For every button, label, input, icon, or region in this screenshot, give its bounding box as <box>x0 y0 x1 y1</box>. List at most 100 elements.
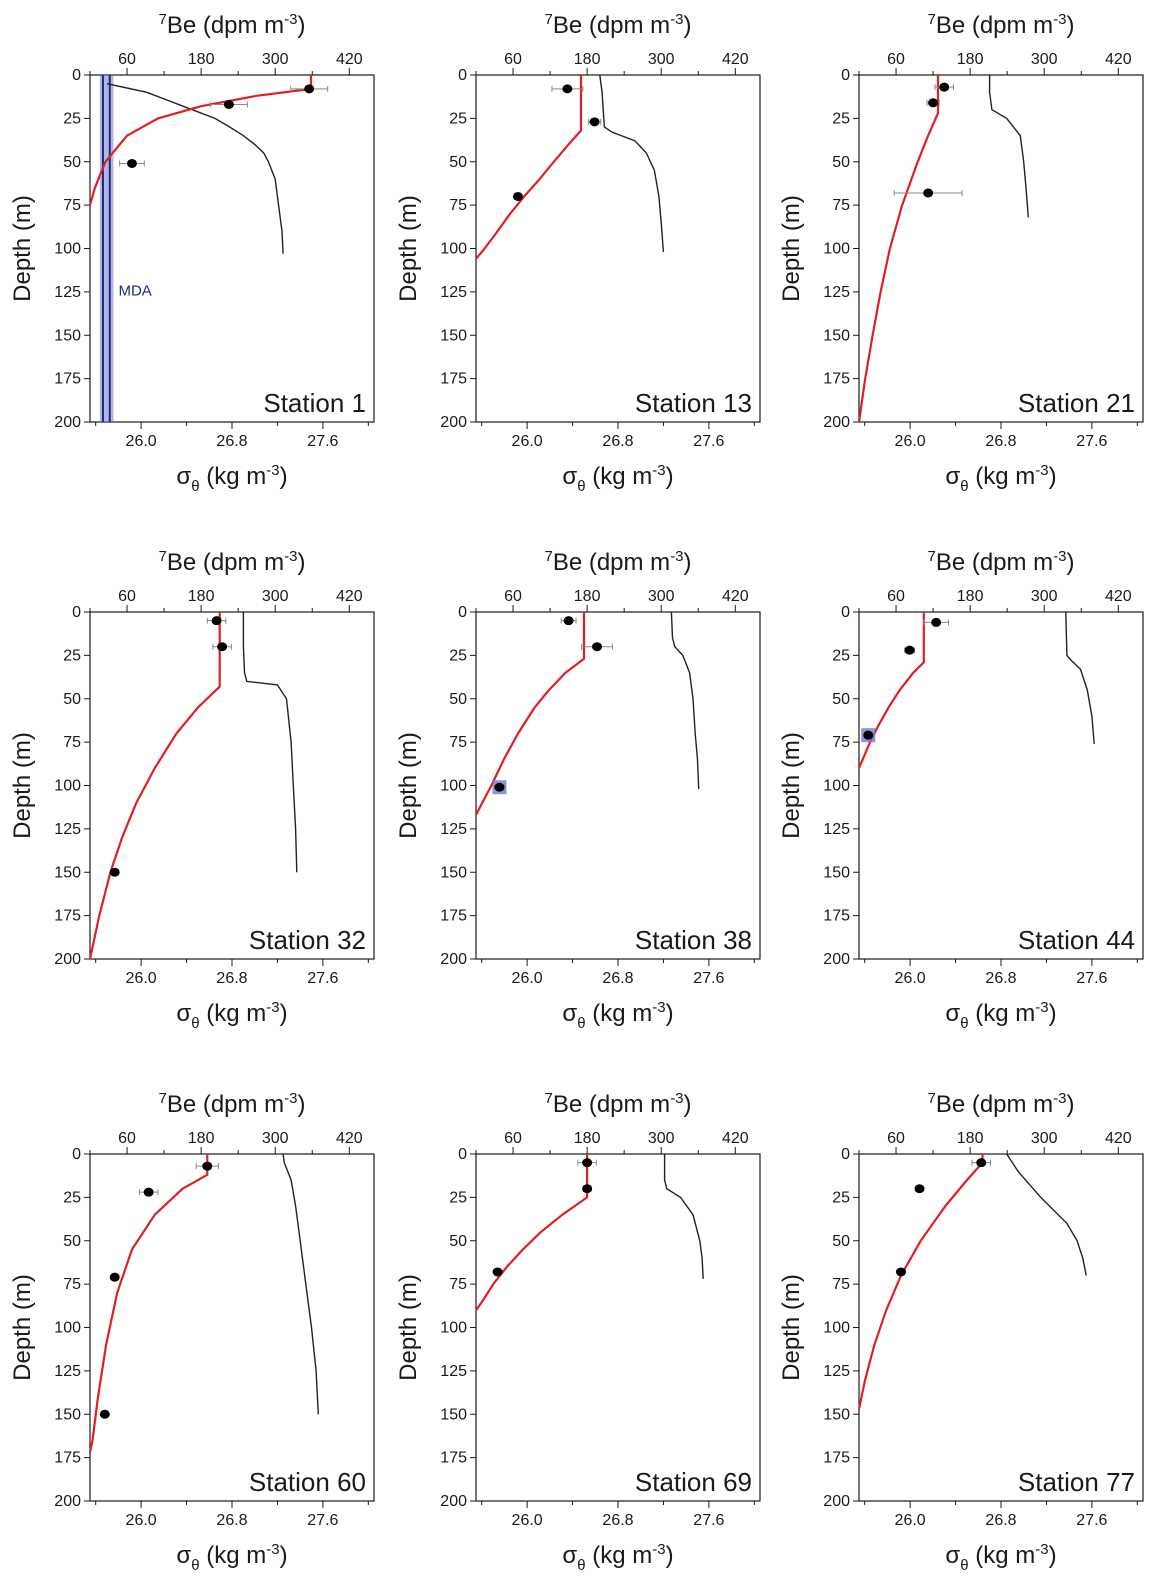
top-tick-label: 180 <box>574 588 601 605</box>
left-tick-label: 150 <box>440 864 467 881</box>
left-tick-label: 0 <box>72 604 81 621</box>
be7-model-curve <box>857 1154 984 1410</box>
top-tick-label: 180 <box>957 51 984 68</box>
left-tick-label: 75 <box>449 1276 467 1293</box>
density-profile-line <box>282 1153 319 1415</box>
left-tick-label: 0 <box>458 1146 467 1163</box>
density-profile-line <box>670 611 700 790</box>
left-tick-label: 150 <box>54 1406 81 1423</box>
left-tick-label: 100 <box>823 778 850 795</box>
be7-data-point <box>109 1272 120 1282</box>
left-tick-label: 25 <box>832 1189 850 1206</box>
be7-data-point <box>126 158 137 168</box>
left-axis-title: Depth (m) <box>9 732 36 839</box>
left-tick-label: 25 <box>449 647 467 664</box>
panel-station-21: 60 180 300 420 0 25 50 75 100 125 150 175 200 26.0 26.… <box>778 11 1144 495</box>
top-axis-title: 7Be (dpm m-3) <box>927 11 1074 39</box>
station-label: Station 32 <box>249 925 366 955</box>
left-tick-label: 50 <box>63 154 81 171</box>
left-tick-label: 175 <box>440 1450 467 1467</box>
bottom-tick-label: 26.8 <box>602 1512 633 1529</box>
left-tick-label: 100 <box>440 241 467 258</box>
station-label: Station 77 <box>1018 1467 1135 1497</box>
top-tick-label: 420 <box>722 51 749 68</box>
left-tick-label: 100 <box>54 1320 81 1337</box>
density-profile-line <box>599 74 665 253</box>
be7-model-curve <box>475 75 583 260</box>
top-tick-label: 60 <box>118 1130 136 1147</box>
left-tick-label: 125 <box>54 821 81 838</box>
top-tick-label: 60 <box>504 588 522 605</box>
bottom-axis-title: σθ (kg m-3) <box>562 1541 673 1574</box>
top-tick-label: 420 <box>1105 1130 1132 1147</box>
left-tick-label: 150 <box>440 1406 467 1423</box>
plot-frame <box>475 74 761 423</box>
bottom-tick-label: 27.6 <box>1076 433 1107 450</box>
left-tick-label: 200 <box>823 414 850 431</box>
left-tick-label: 175 <box>440 371 467 388</box>
left-tick-label: 0 <box>841 1146 850 1163</box>
bottom-tick-label: 27.6 <box>307 1512 338 1529</box>
top-axis-title: 7Be (dpm m-3) <box>158 1090 305 1118</box>
left-tick-label: 200 <box>54 1493 81 1510</box>
top-tick-label: 60 <box>887 1130 905 1147</box>
left-tick-label: 200 <box>823 951 850 968</box>
left-tick-label: 175 <box>823 908 850 925</box>
left-axis-title: Depth (m) <box>778 1274 805 1381</box>
top-axis-title: 7Be (dpm m-3) <box>927 1090 1074 1118</box>
bottom-tick-label: 27.6 <box>307 970 338 987</box>
left-tick-label: 125 <box>440 821 467 838</box>
top-tick-label: 180 <box>574 1130 601 1147</box>
left-tick-label: 75 <box>449 197 467 214</box>
plot-frame <box>858 611 1144 960</box>
left-tick-label: 0 <box>458 604 467 621</box>
bottom-axis-title: σθ (kg m-3) <box>562 999 673 1032</box>
panel-station-13: 60 180 300 420 0 25 50 75 100 125 150 175 200 26.0 26.… <box>395 11 761 495</box>
top-tick-label: 60 <box>118 588 136 605</box>
bottom-tick-label: 26.0 <box>126 970 157 987</box>
density-profile-line <box>1065 611 1095 744</box>
left-tick-label: 175 <box>54 1450 81 1467</box>
left-tick-label: 0 <box>458 67 467 84</box>
bottom-tick-label: 26.0 <box>512 433 543 450</box>
left-tick-label: 100 <box>54 241 81 258</box>
be7-data-point <box>931 617 942 627</box>
density-profile-line <box>242 612 298 873</box>
left-tick-label: 150 <box>823 864 850 881</box>
be7-data-point <box>211 616 222 626</box>
left-tick-label: 0 <box>72 67 81 84</box>
bottom-tick-label: 27.6 <box>307 433 338 450</box>
be7-model-curve <box>475 1154 589 1311</box>
panel-station-38: 60 180 300 420 0 25 50 75 100 125 150 175 200 26.0 26.… <box>395 548 761 1032</box>
top-tick-label: 180 <box>957 588 984 605</box>
top-axis-title: 7Be (dpm m-3) <box>158 11 305 39</box>
be7-data-point <box>512 191 523 201</box>
top-tick-label: 300 <box>262 1130 289 1147</box>
bottom-tick-label: 27.6 <box>693 433 724 450</box>
left-tick-label: 175 <box>823 1450 850 1467</box>
left-tick-label: 200 <box>440 951 467 968</box>
station-label: Station 38 <box>635 925 752 955</box>
bottom-tick-label: 26.8 <box>602 433 633 450</box>
left-tick-label: 75 <box>832 197 850 214</box>
bottom-axis-title: σθ (kg m-3) <box>945 999 1056 1032</box>
left-axis-title: Depth (m) <box>9 195 36 302</box>
left-tick-label: 200 <box>54 414 81 431</box>
be7-data-point <box>592 642 603 652</box>
top-tick-label: 180 <box>957 1130 984 1147</box>
bottom-tick-label: 26.0 <box>895 433 926 450</box>
plot-frame <box>475 1153 761 1502</box>
be7-model-curve <box>475 612 586 816</box>
left-tick-label: 25 <box>63 1189 81 1206</box>
be7-data-point <box>914 1184 925 1194</box>
be7-model-curve <box>88 1154 209 1453</box>
bottom-tick-label: 27.6 <box>1076 970 1107 987</box>
plot-frame <box>89 1153 375 1502</box>
top-tick-label: 180 <box>188 1130 215 1147</box>
bottom-tick-label: 26.8 <box>985 433 1016 450</box>
be7-model-curve <box>88 75 313 206</box>
left-tick-label: 100 <box>823 1320 850 1337</box>
top-tick-label: 300 <box>648 588 675 605</box>
left-tick-label: 25 <box>449 110 467 127</box>
